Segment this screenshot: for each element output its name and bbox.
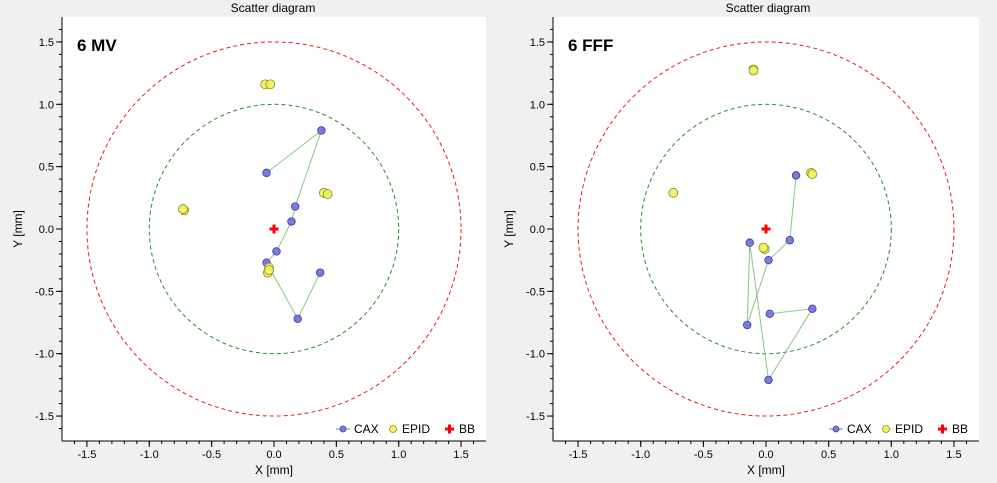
x-tick-label: -1.5 [77, 449, 96, 461]
x-tick-label: -1.5 [569, 449, 588, 461]
scatter-panel-6fff: Scatter diagram -1.5 -1.0 -0.5 0.0 0.5 1.0 1.5 -… [497, 0, 997, 483]
x-tick-label: 0.0 [266, 449, 281, 461]
bb-marker-v [272, 224, 276, 234]
x-axis-label: X [mm] [747, 463, 785, 477]
epid-point [178, 204, 188, 214]
bb-marker-v [764, 224, 768, 234]
inset-label: 6 FFF [568, 36, 613, 55]
epid-point [265, 79, 276, 90]
x-tick-label: 0.5 [821, 449, 836, 461]
scatter-panel-6mv: Scatter diagram -1.5 -1.0 -0.5 0.0 0.5 1.0 1.5 -… [0, 0, 497, 483]
cax-point [743, 320, 752, 330]
cax-point [293, 314, 302, 323]
bb-marker [761, 224, 771, 234]
epid-point [758, 242, 769, 253]
x-tick-label: -0.5 [694, 449, 713, 461]
legend-label-epid: EPID [402, 422, 430, 436]
legend-epid-marker [882, 425, 890, 433]
x-tick-label: 1.0 [391, 449, 406, 461]
cax-point [291, 202, 300, 211]
y-tick-label: 0.5 [39, 162, 54, 174]
y-tick-label: -0.5 [526, 286, 545, 298]
y-tick-label: 0.0 [530, 224, 545, 236]
bb-marker [269, 224, 279, 234]
epid-point [322, 189, 333, 199]
epid-point [748, 65, 759, 76]
tolerance-circle-1mm [148, 103, 400, 355]
y-tick-label: -1.0 [526, 349, 545, 361]
tolerance-circle-1-5mm [577, 41, 955, 417]
legend-bb-marker-v [941, 424, 944, 434]
cax-point [272, 247, 281, 256]
chart-title: Scatter diagram [231, 1, 316, 15]
y-tick-label: -0.5 [35, 286, 54, 298]
inset-label: 6 MV [77, 36, 117, 55]
tolerance-circle-1-5mm [86, 41, 462, 417]
cax-point [764, 375, 773, 385]
y-tick-label: -1.5 [35, 411, 54, 423]
cax-point [287, 217, 296, 226]
legend-bb-marker-v [448, 424, 451, 434]
x-tick-label: -1.0 [631, 449, 650, 461]
x-axis-label: X [mm] [255, 463, 293, 477]
legend: CAX EPID BB [336, 422, 475, 436]
epid-point [807, 169, 818, 180]
legend-label-bb: BB [952, 422, 968, 436]
tolerance-circle-1mm [640, 103, 892, 355]
legend-label-cax: CAX [847, 422, 872, 436]
cax-point [808, 304, 817, 314]
cax-point [785, 236, 795, 245]
chart-title: Scatter diagram [726, 1, 811, 15]
scatter-chart-6mv: Scatter diagram -1.5 -1.0 -0.5 0.0 0.5 1.0 1.5 -… [11, 1, 486, 477]
y-tick-label: -1.5 [526, 411, 545, 423]
legend-cax-marker [339, 425, 347, 433]
y-tick-label: 1.5 [530, 37, 545, 49]
y-tick-label: 1.0 [530, 99, 545, 111]
scatter-chart-6fff: Scatter diagram -1.5 -1.0 -0.5 0.0 0.5 1.0 1.5 -… [502, 1, 979, 477]
cax-connecting-line [265, 129, 323, 320]
y-axis-label: Y [mm] [502, 210, 516, 248]
y-tick-label: 1.5 [39, 37, 54, 49]
legend-label-bb: BB [459, 422, 475, 436]
y-axis-label: Y [mm] [11, 210, 25, 248]
y-tick-label: 0.0 [39, 224, 54, 236]
legend: CAX EPID BB [829, 422, 968, 436]
cax-connecting-line [746, 175, 814, 382]
epid-point [668, 187, 679, 198]
legend-label-cax: CAX [354, 422, 379, 436]
y-tick-label: -1.0 [35, 349, 54, 361]
x-tick-label: 0.5 [329, 449, 344, 461]
cax-point [765, 309, 774, 318]
y-tick-label: 1.0 [39, 99, 54, 111]
x-tick-label: -0.5 [202, 449, 221, 461]
cax-point [745, 238, 754, 247]
x-tick-label: 1.5 [453, 449, 468, 461]
x-tick-label: -1.0 [140, 449, 159, 461]
legend-epid-marker [389, 425, 397, 433]
cax-point [791, 171, 801, 180]
cax-point [262, 168, 271, 178]
x-tick-label: 0.0 [758, 449, 773, 461]
cax-point [764, 255, 773, 265]
y-tick-label: 0.5 [530, 162, 545, 174]
legend-label-epid: EPID [895, 422, 923, 436]
cax-point [317, 126, 326, 135]
x-tick-label: 1.0 [884, 449, 899, 461]
x-tick-label: 1.5 [946, 449, 961, 461]
cax-point [315, 268, 325, 277]
legend-cax-marker [832, 425, 840, 433]
epid-point [264, 265, 274, 276]
